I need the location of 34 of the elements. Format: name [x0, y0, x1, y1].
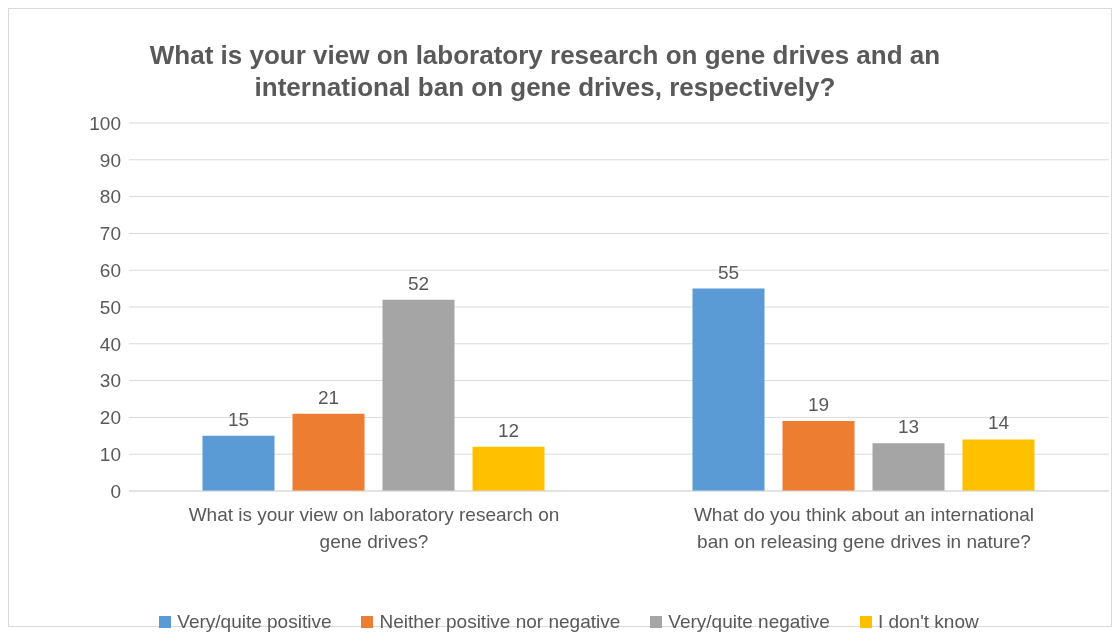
legend-label: I don't know — [877, 611, 979, 633]
data-label: 19 — [807, 394, 830, 416]
data-label: 21 — [317, 386, 340, 408]
y-tick-label: 90 — [99, 149, 121, 171]
data-label: 52 — [407, 272, 430, 294]
data-label: 13 — [897, 416, 920, 438]
legend-label: Very/quite positive — [177, 611, 332, 633]
y-tick-label: 20 — [99, 407, 121, 429]
data-label: 12 — [497, 419, 520, 441]
bar — [292, 413, 365, 491]
data-label: 15 — [227, 408, 250, 430]
data-label: 14 — [987, 412, 1010, 434]
y-tick-label: 0 — [110, 480, 121, 502]
bar — [872, 443, 945, 491]
y-tick-label: 80 — [99, 186, 121, 208]
y-tick-label: 50 — [99, 296, 121, 318]
y-tick-label: 70 — [99, 223, 121, 245]
data-label: 55 — [717, 261, 740, 283]
legend-label: Very/quite negative — [668, 611, 830, 633]
y-tick-label: 60 — [99, 259, 121, 281]
bar — [202, 435, 275, 491]
x-tick-label: What is your view on laboratory research on gene drives? — [188, 504, 560, 552]
bar — [782, 421, 855, 491]
bar — [382, 299, 455, 491]
y-tick-label: 30 — [99, 370, 121, 392]
y-tick-label: 100 — [89, 112, 121, 134]
bar — [962, 439, 1035, 491]
bar — [472, 446, 545, 491]
x-tick-label: What do you think about an international ban on releasing gene drives in nature? — [693, 504, 1035, 552]
legend-label: Neither positive nor negative — [379, 611, 621, 633]
chart-title: What is your view on laboratory research on gene drives and an international ban on gene drives, respectively? — [148, 39, 942, 103]
bar — [692, 288, 765, 491]
y-tick-label: 10 — [99, 443, 121, 465]
y-tick-label: 40 — [99, 333, 121, 355]
